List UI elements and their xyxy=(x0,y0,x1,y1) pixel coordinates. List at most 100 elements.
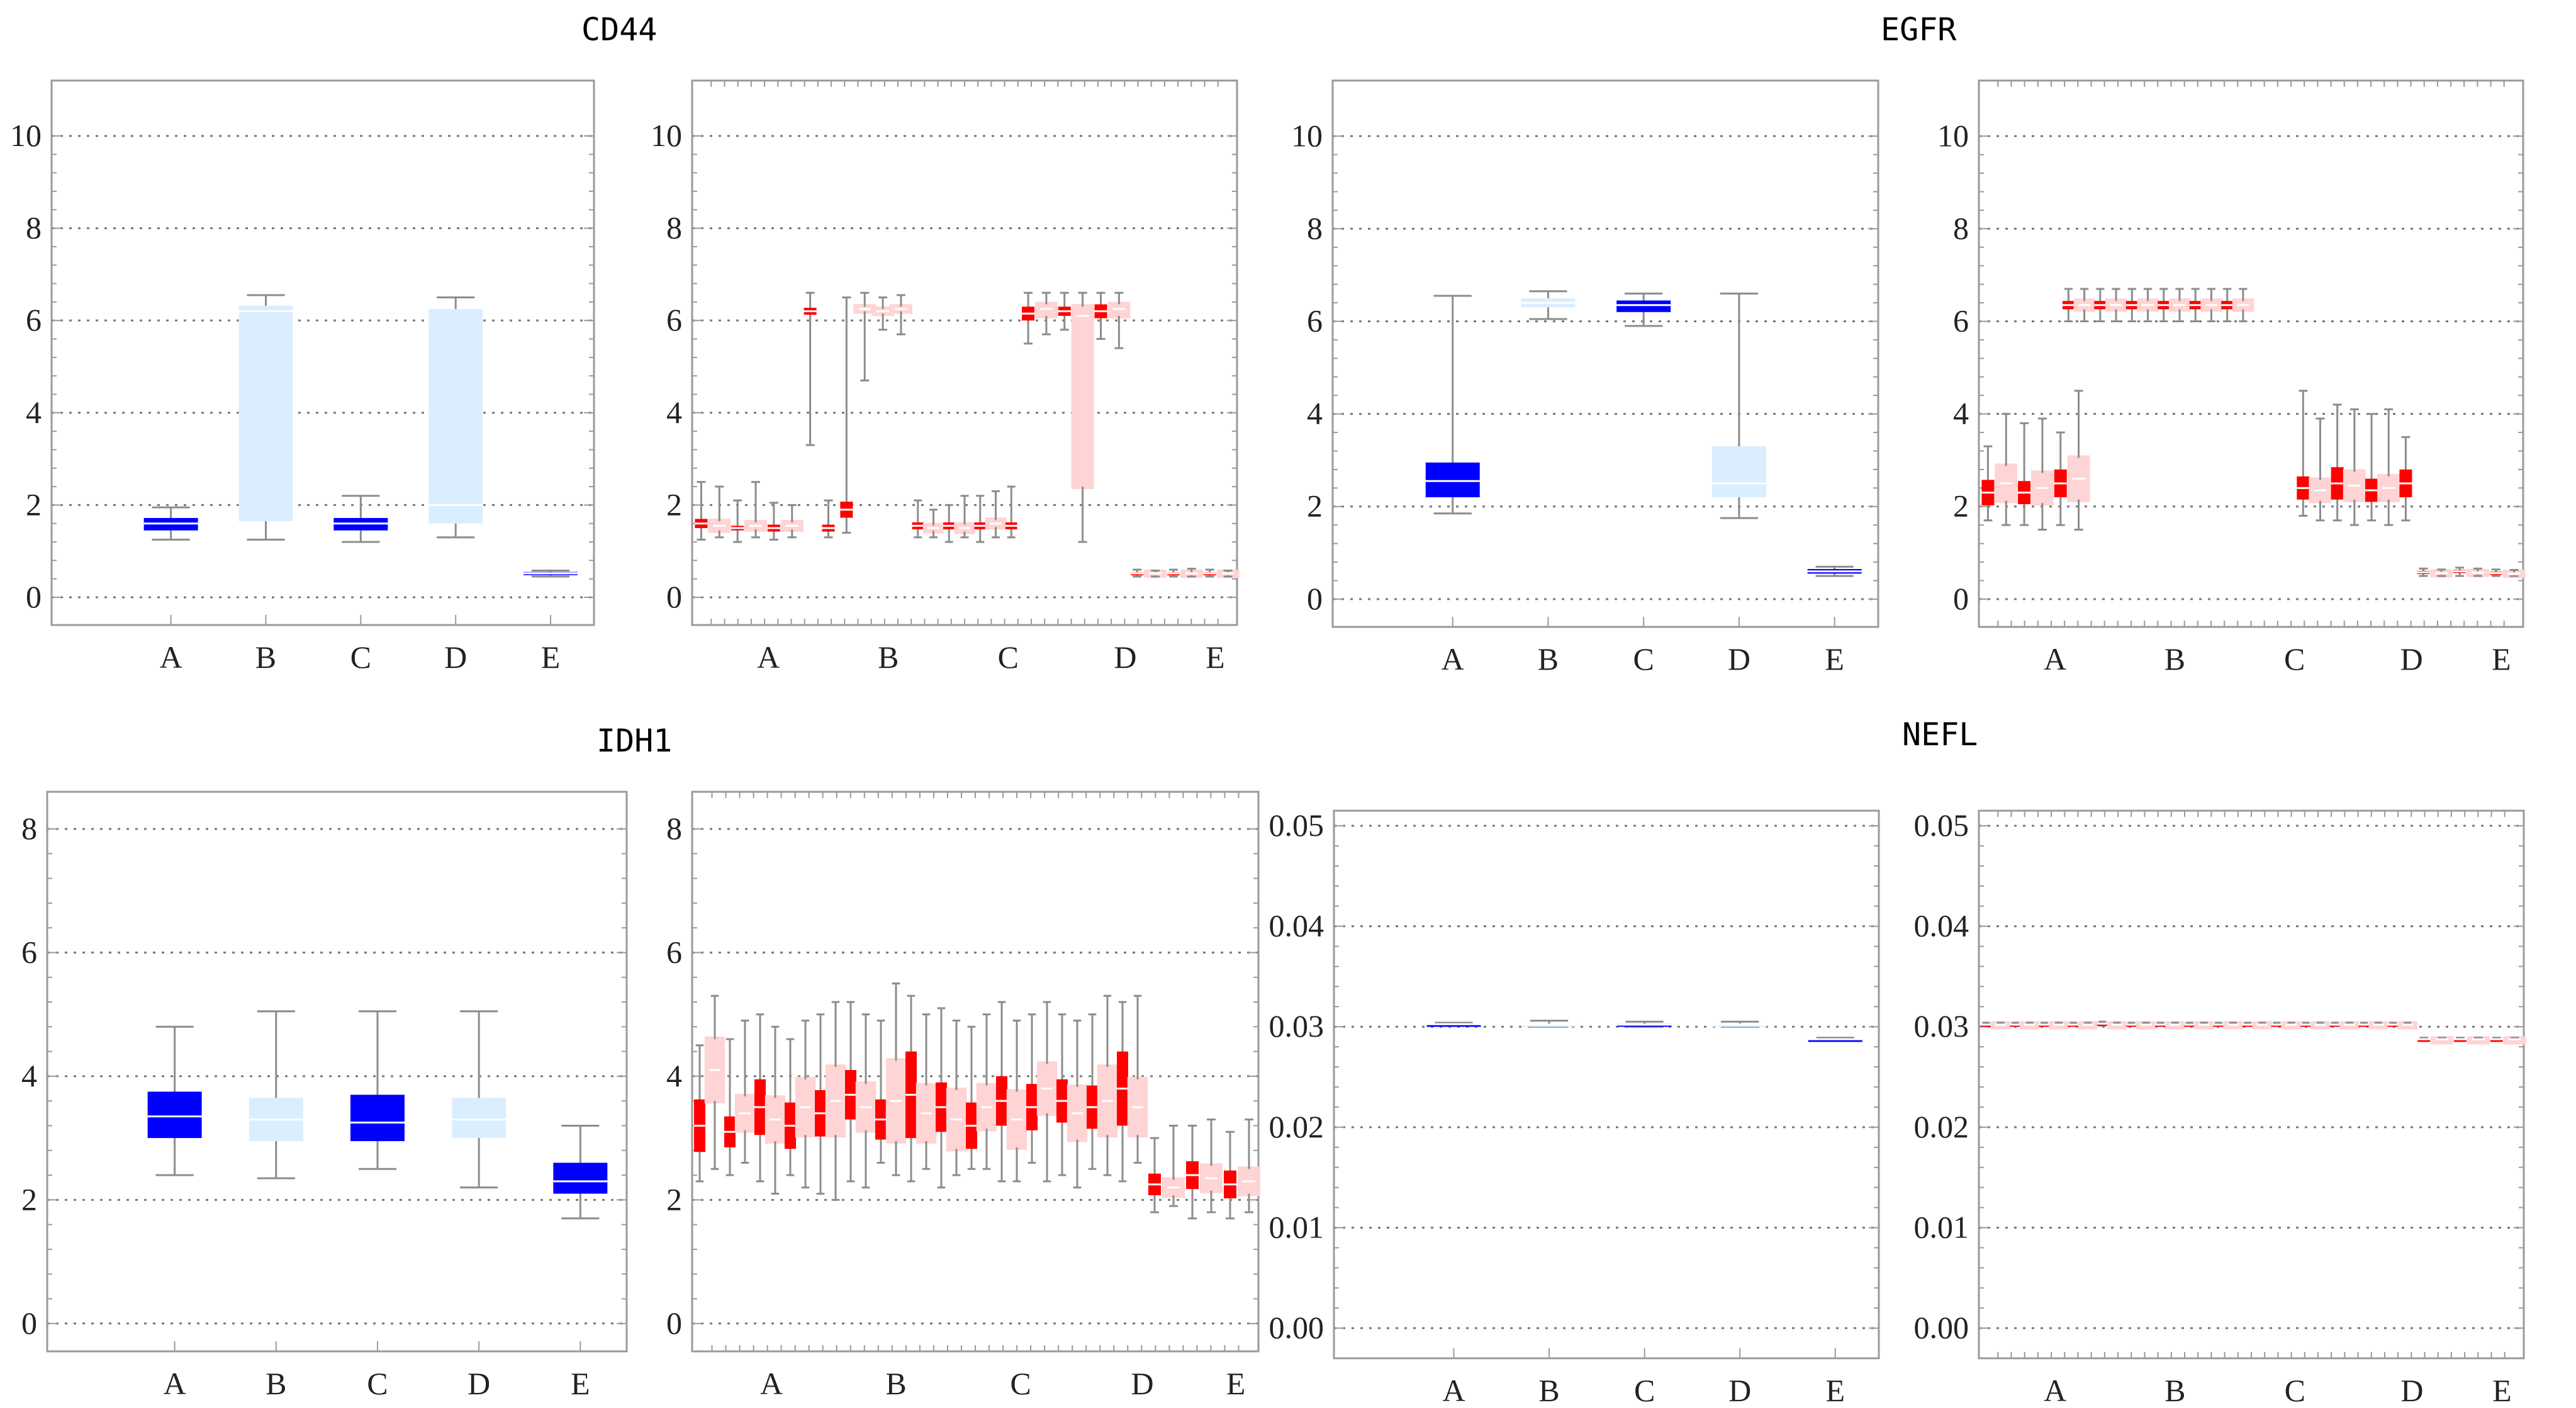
x-tick-label: C xyxy=(350,639,371,675)
x-tick-label: A xyxy=(2044,641,2066,677)
chart-panel-cd44-groups: 0 2 4 6 8 10 A B C D E xyxy=(10,79,595,675)
box-c-body xyxy=(1616,300,1671,312)
box-a-body xyxy=(147,1091,202,1139)
sample-box-body xyxy=(1039,304,1053,316)
y-tick-label: 4 xyxy=(666,1058,682,1093)
chart-panel-cd44-samples: 0 2 4 6 8 10 A B C D E xyxy=(651,79,1240,675)
plot-frame xyxy=(691,791,1260,1353)
y-tick-label: 0.01 xyxy=(1269,1209,1324,1244)
x-tick-label: B xyxy=(2164,641,2185,677)
chart-panel-egfr-groups: 0 2 4 6 8 10 A B C D E xyxy=(1291,79,1879,677)
y-tick-label: 2 xyxy=(666,487,682,522)
x-tick-label: C xyxy=(998,639,1019,675)
y-tick-label: 10 xyxy=(10,118,42,153)
y-tick-label: 8 xyxy=(666,811,682,846)
x-tick-label: D xyxy=(1728,641,1750,677)
y-tick-label: 0.05 xyxy=(1914,808,1969,843)
y-tick-label: 0 xyxy=(1307,581,1323,616)
y-tick-label: 6 xyxy=(1307,303,1323,339)
y-tick-label: 0.05 xyxy=(1269,808,1324,843)
chart-panel-idh1-samples: 0 2 4 6 8 A B C D E xyxy=(666,791,1260,1401)
x-tick-label: A xyxy=(160,639,182,675)
y-tick-label: 0.02 xyxy=(1914,1109,1969,1144)
x-tick-label: A xyxy=(1442,641,1464,677)
x-tick-label: D xyxy=(2400,641,2423,677)
box-b-body xyxy=(238,305,293,522)
x-tick-label: B xyxy=(1538,641,1559,677)
x-tick-label: C xyxy=(2284,641,2305,677)
y-tick-label: 8 xyxy=(1307,210,1323,245)
box-a-body xyxy=(1426,1023,1481,1027)
x-tick-label: D xyxy=(1114,639,1136,675)
y-tick-label: 0 xyxy=(1953,581,1969,616)
x-tick-label: A xyxy=(757,639,780,675)
y-tick-label: 10 xyxy=(1937,118,1969,153)
plot-frame xyxy=(46,791,628,1353)
y-tick-label: 0.00 xyxy=(1914,1310,1969,1345)
sample-box-body xyxy=(2508,1039,2521,1042)
box-d-body xyxy=(452,1098,507,1139)
x-tick-label: D xyxy=(1728,1373,1751,1408)
plot-frame xyxy=(50,79,595,626)
box-e-body xyxy=(553,1163,608,1194)
y-tick-label: 0 xyxy=(666,579,682,614)
panel-title-nefl: NEFL xyxy=(1902,716,1978,753)
y-tick-label: 6 xyxy=(21,934,37,969)
x-tick-label: E xyxy=(2492,641,2511,677)
y-tick-label: 2 xyxy=(666,1181,682,1217)
y-tick-label: 0.03 xyxy=(1269,1008,1324,1044)
x-tick-label: D xyxy=(444,639,467,675)
x-tick-label: E xyxy=(541,639,561,675)
y-tick-label: 10 xyxy=(1291,118,1323,153)
y-tick-label: 0.04 xyxy=(1914,908,1969,943)
y-tick-label: 8 xyxy=(666,210,682,245)
plot-frame xyxy=(1978,809,2525,1360)
x-tick-label: A xyxy=(760,1366,783,1401)
y-tick-label: 10 xyxy=(651,118,682,153)
panel-title-idh1: IDH1 xyxy=(596,723,673,759)
y-tick-label: 0.00 xyxy=(1269,1310,1324,1345)
panel-title-egfr: EGFR xyxy=(1881,11,1957,48)
sample-box-body xyxy=(1112,304,1126,316)
x-tick-label: E xyxy=(571,1366,590,1401)
y-tick-label: 4 xyxy=(1307,396,1323,431)
x-tick-label: B xyxy=(878,639,899,675)
x-tick-label: B xyxy=(255,639,276,675)
y-tick-label: 8 xyxy=(26,210,42,245)
sample-box-body xyxy=(2417,1039,2431,1042)
y-tick-label: 0 xyxy=(26,579,42,614)
y-tick-label: 4 xyxy=(21,1058,37,1093)
box-a-body xyxy=(1425,462,1480,498)
y-tick-label: 0.02 xyxy=(1269,1109,1324,1144)
box-e-body xyxy=(1808,1039,1862,1042)
box-c-body xyxy=(350,1095,405,1142)
sample-box-body xyxy=(2436,1039,2449,1042)
y-tick-label: 0 xyxy=(21,1305,37,1341)
x-tick-label: E xyxy=(1825,641,1844,677)
y-tick-label: 4 xyxy=(666,395,682,430)
x-tick-label: C xyxy=(1634,1373,1655,1408)
y-tick-label: 4 xyxy=(26,395,42,430)
y-tick-label: 0.01 xyxy=(1914,1209,1969,1244)
y-tick-label: 2 xyxy=(1307,488,1323,524)
y-tick-label: 2 xyxy=(26,487,42,522)
y-tick-label: 6 xyxy=(666,302,682,337)
y-tick-label: 6 xyxy=(666,934,682,969)
sample-box-body xyxy=(2453,1039,2467,1042)
x-tick-label: D xyxy=(468,1366,490,1401)
x-tick-label: C xyxy=(1010,1366,1031,1401)
x-tick-label: B xyxy=(266,1366,286,1401)
x-tick-label: C xyxy=(2285,1373,2305,1408)
plot-frame xyxy=(1333,809,1880,1360)
x-tick-label: B xyxy=(2164,1373,2185,1408)
y-tick-label: 8 xyxy=(1953,210,1969,245)
y-tick-label: 4 xyxy=(1953,396,1969,431)
x-tick-label: C xyxy=(1633,641,1654,677)
x-tick-label: D xyxy=(1131,1366,1153,1401)
x-tick-label: E xyxy=(2492,1373,2512,1408)
x-tick-label: A xyxy=(1442,1373,1465,1408)
plot-frame xyxy=(1331,79,1879,628)
panel-title-cd44: CD44 xyxy=(581,11,658,48)
y-tick-label: 2 xyxy=(21,1181,37,1217)
